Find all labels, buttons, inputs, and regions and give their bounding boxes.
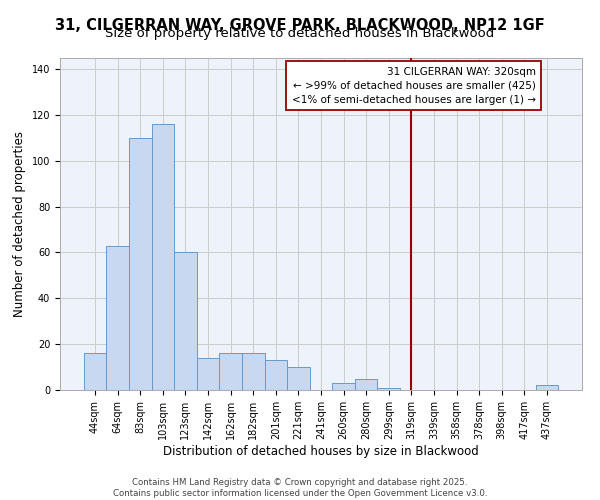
Bar (287, 367, 310, 390)
Bar (152, 124, 174, 390)
Bar (129, 138, 152, 390)
Bar (220, 354, 242, 390)
Bar (377, 388, 400, 390)
Y-axis label: Number of detached properties: Number of detached properties (13, 130, 26, 317)
Bar (265, 360, 287, 390)
Bar (242, 354, 265, 390)
Bar (197, 358, 220, 390)
Bar (355, 378, 377, 390)
Bar (332, 383, 355, 390)
Bar (106, 246, 129, 390)
Bar (174, 252, 197, 390)
Bar (536, 386, 558, 390)
Text: 31, CILGERRAN WAY, GROVE PARK, BLACKWOOD, NP12 1GF: 31, CILGERRAN WAY, GROVE PARK, BLACKWOOD… (55, 18, 545, 32)
Bar (84, 354, 106, 390)
Text: Size of property relative to detached houses in Blackwood: Size of property relative to detached ho… (106, 28, 494, 40)
Text: 31 CILGERRAN WAY: 320sqm
← >99% of detached houses are smaller (425)
<1% of semi: 31 CILGERRAN WAY: 320sqm ← >99% of detac… (292, 66, 536, 104)
Text: Contains HM Land Registry data © Crown copyright and database right 2025.
Contai: Contains HM Land Registry data © Crown c… (113, 478, 487, 498)
X-axis label: Distribution of detached houses by size in Blackwood: Distribution of detached houses by size … (163, 444, 479, 458)
